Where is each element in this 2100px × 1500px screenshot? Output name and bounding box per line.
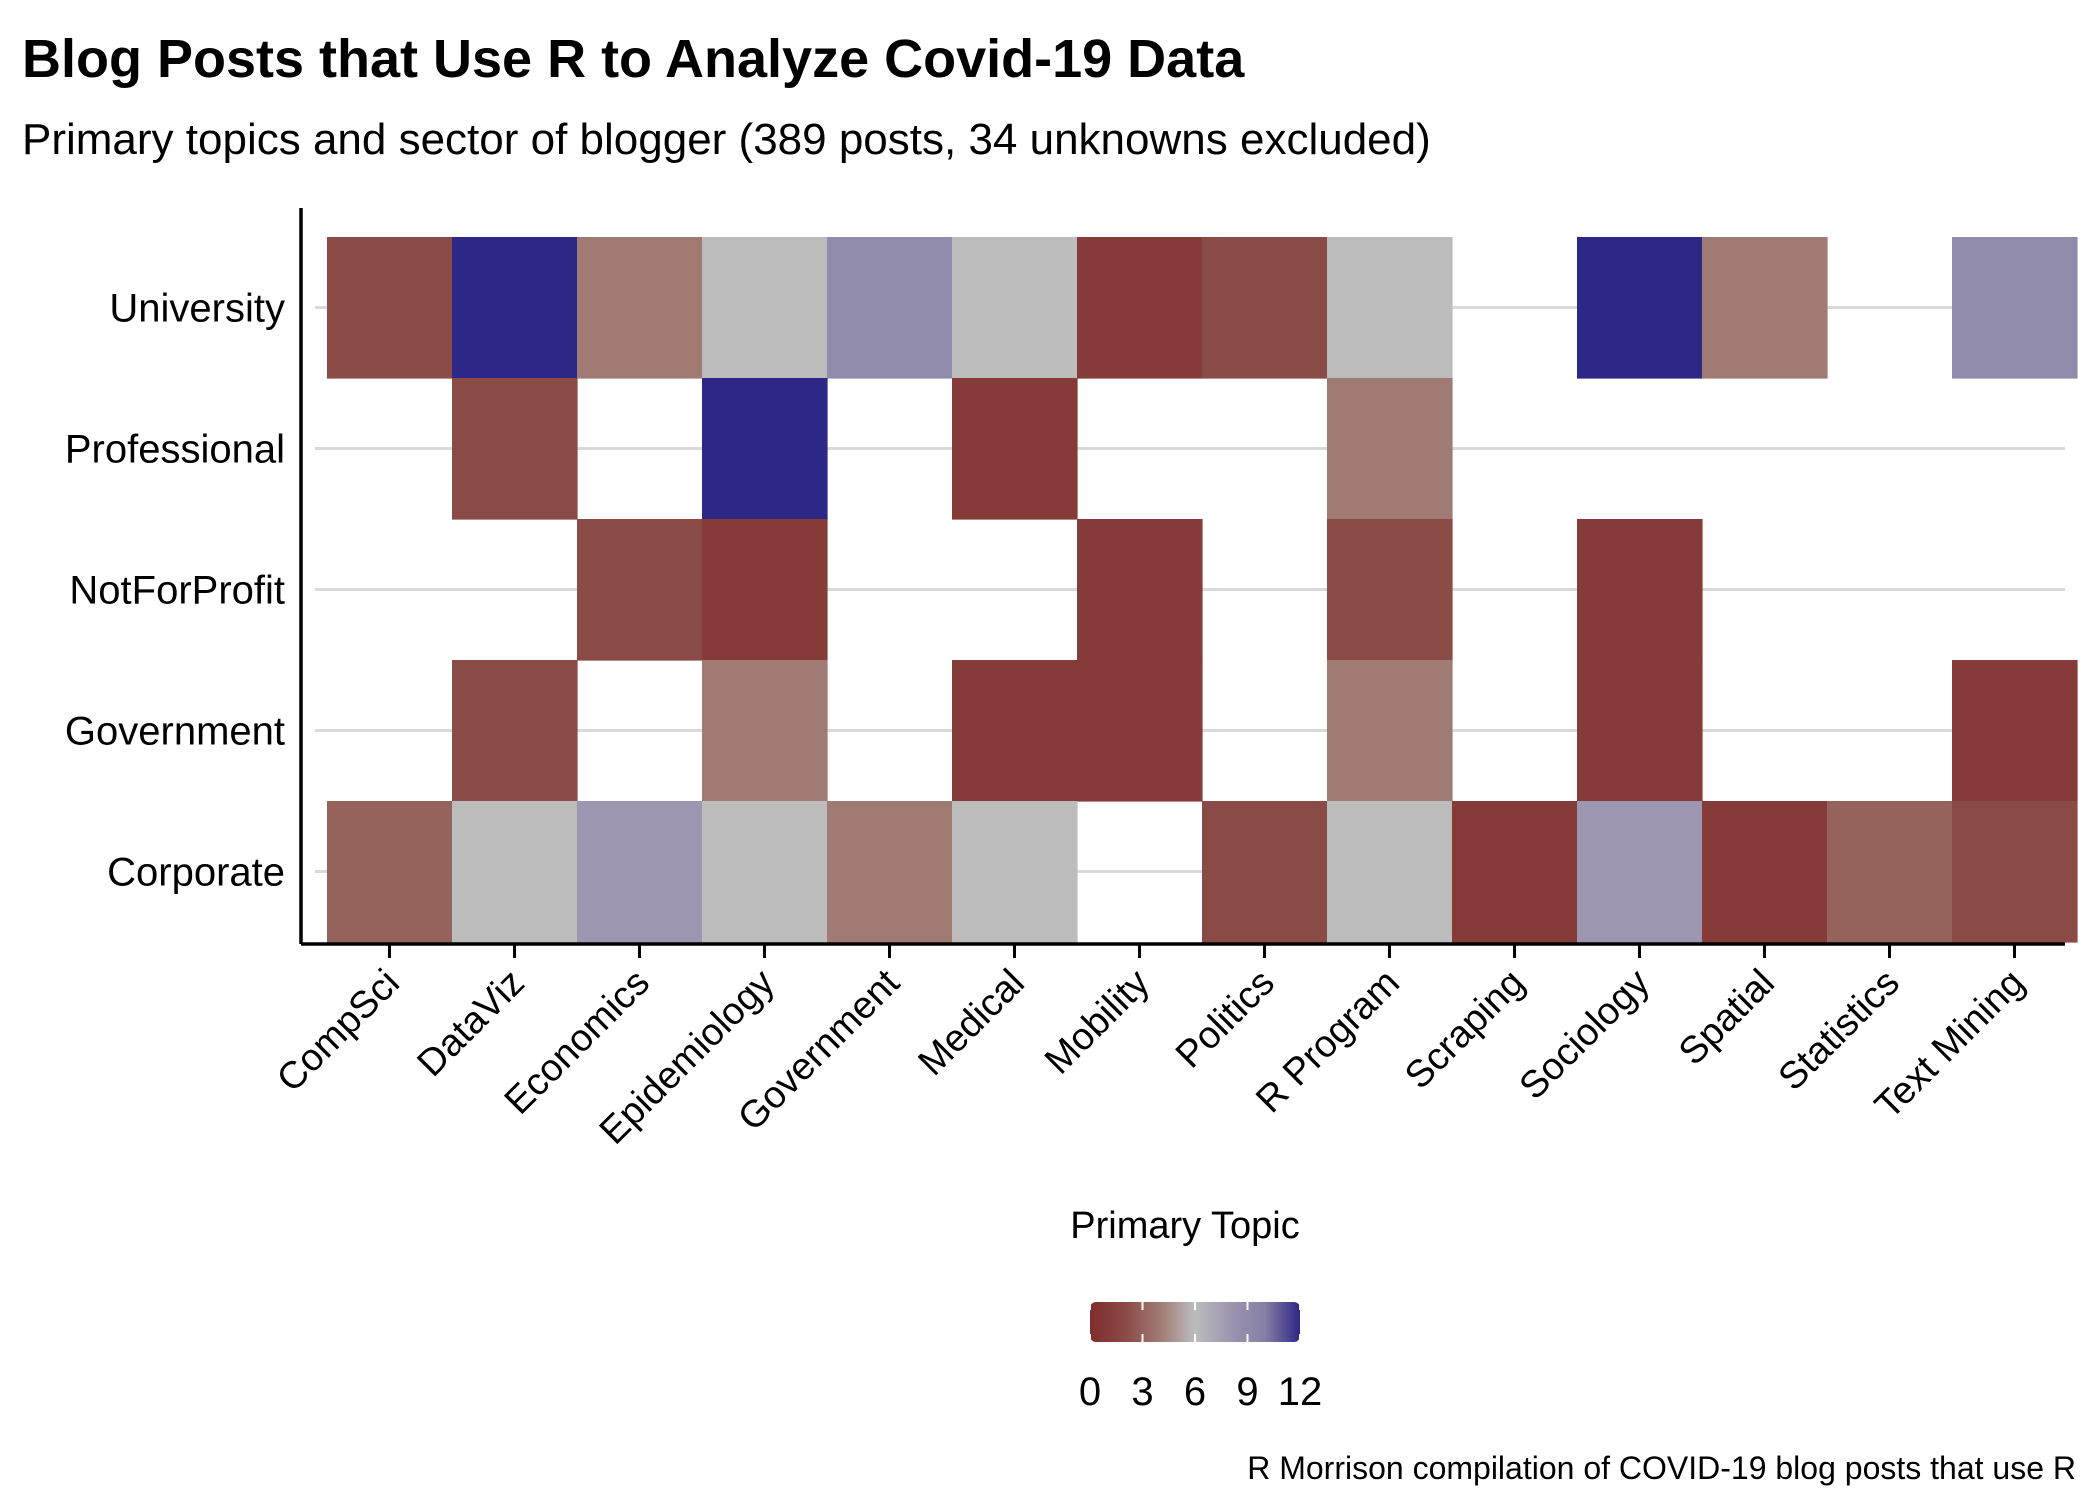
y-tick-label-professional: Professional: [65, 428, 285, 472]
x-tick-label-sociology: Sociology: [1512, 962, 1658, 1108]
tile-government-text-mining: [1952, 660, 2078, 802]
legend-tick-label-6: 6: [1184, 1370, 1206, 1414]
tile-corporate-sociology: [1577, 801, 1703, 943]
legend-tick-label-0: 0: [1079, 1370, 1101, 1414]
x-tick-label-dataviz: DataViz: [410, 962, 533, 1085]
legend-title: Primary Topic: [1070, 1205, 1300, 1247]
tile-university-epidemiology: [702, 237, 828, 379]
y-tick-label-government: Government: [65, 710, 285, 754]
tile-corporate-spatial: [1702, 801, 1828, 943]
legend-colorbar: [1090, 1302, 1300, 1342]
tile-government-dataviz: [452, 660, 578, 802]
tile-university-politics: [1202, 237, 1328, 379]
tile-university-medical: [952, 237, 1078, 379]
heatmap-tiles: [327, 237, 2078, 943]
x-tick-label-spatial: Spatial: [1671, 962, 1783, 1074]
tile-corporate-politics: [1202, 801, 1328, 943]
tile-professional-epidemiology: [702, 378, 828, 520]
color-legend: 0 3 6 9 12: [1079, 1302, 1322, 1414]
tile-notforprofit-epidemiology: [702, 519, 828, 661]
tile-university-economics: [577, 237, 703, 379]
tile-corporate-compsci: [327, 801, 453, 943]
tile-corporate-medical: [952, 801, 1078, 943]
chart-title: Blog Posts that Use R to Analyze Covid-1…: [22, 29, 1245, 89]
chart-subtitle: Primary topics and sector of blogger (38…: [22, 115, 1431, 164]
tile-university-spatial: [1702, 237, 1828, 379]
axes: [299, 208, 2065, 958]
x-tick-label-medical: Medical: [911, 962, 1033, 1084]
y-tick-label-university: University: [109, 287, 285, 331]
legend-tick-label-12: 12: [1278, 1370, 1323, 1414]
tile-notforprofit-economics: [577, 519, 703, 661]
tile-corporate-economics: [577, 801, 703, 943]
y-tick-label-corporate: Corporate: [107, 851, 285, 895]
tile-corporate-scraping: [1452, 801, 1578, 943]
legend-tick-label-3: 3: [1131, 1370, 1153, 1414]
tile-government-epidemiology: [702, 660, 828, 802]
tile-corporate-statistics: [1827, 801, 1953, 943]
tile-government-sociology: [1577, 660, 1703, 802]
tile-corporate-r-program: [1327, 801, 1453, 943]
tile-notforprofit-r-program: [1327, 519, 1453, 661]
tile-professional-r-program: [1327, 378, 1453, 520]
tile-government-r-program: [1327, 660, 1453, 802]
x-tick-label-compsci: CompSci: [269, 962, 408, 1101]
tile-university-dataviz: [452, 237, 578, 379]
tile-government-mobility: [1077, 660, 1203, 802]
x-tick-labels: CompSci DataVizEconomicsEpidemiologyGover…: [269, 961, 2033, 1152]
tile-professional-medical: [952, 378, 1078, 520]
tile-university-sociology: [1577, 237, 1703, 379]
y-tick-labels: University Professional NotForProfit Govern…: [65, 287, 285, 895]
chart-caption: R Morrison compilation of COVID-19 blog …: [1247, 1450, 2076, 1486]
tile-corporate-epidemiology: [702, 801, 828, 943]
tile-notforprofit-mobility: [1077, 519, 1203, 661]
tile-corporate-text-mining: [1952, 801, 2078, 943]
x-tick-label-mobility: Mobility: [1037, 962, 1158, 1083]
tile-university-text-mining: [1952, 237, 2078, 379]
tile-professional-dataviz: [452, 378, 578, 520]
tile-university-compsci: [327, 237, 453, 379]
tile-university-government: [827, 237, 953, 379]
tile-corporate-dataviz: [452, 801, 578, 943]
x-tick-label-politics: Politics: [1168, 962, 1283, 1077]
tile-university-mobility: [1077, 237, 1203, 379]
legend-tick-label-9: 9: [1236, 1370, 1258, 1414]
tile-government-medical: [952, 660, 1078, 802]
tile-notforprofit-sociology: [1577, 519, 1703, 661]
tile-corporate-government: [827, 801, 953, 943]
y-tick-label-notforprofit: NotForProfit: [69, 569, 285, 613]
tile-university-r-program: [1327, 237, 1453, 379]
